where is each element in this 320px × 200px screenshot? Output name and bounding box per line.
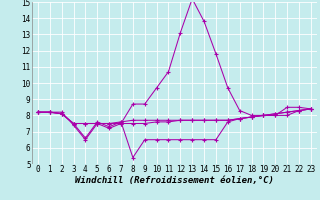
X-axis label: Windchill (Refroidissement éolien,°C): Windchill (Refroidissement éolien,°C) — [75, 176, 274, 185]
